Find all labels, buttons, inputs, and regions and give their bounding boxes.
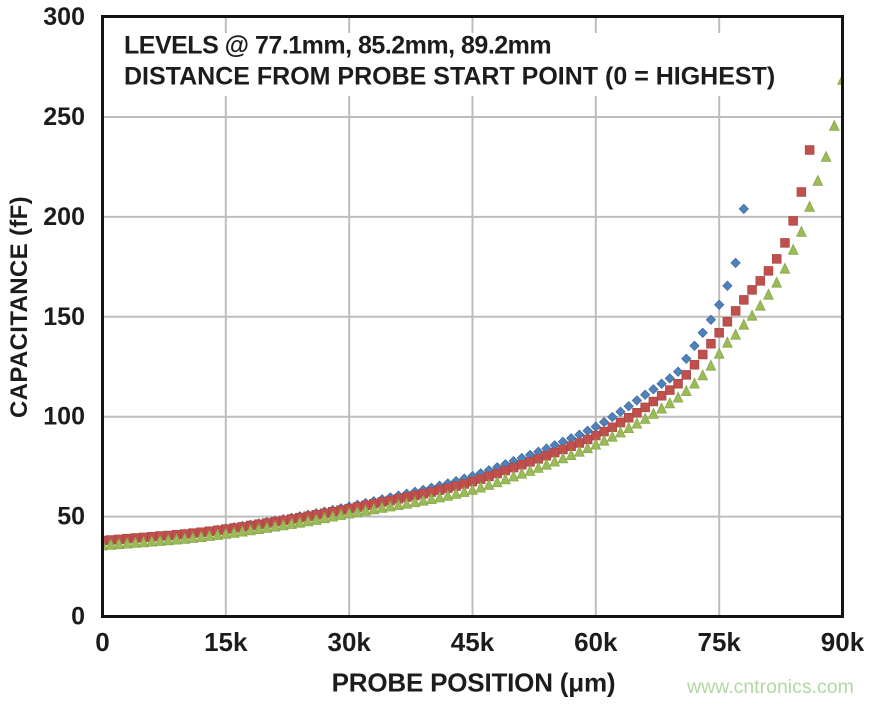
svg-text:45k: 45k xyxy=(451,627,495,657)
svg-text:75k: 75k xyxy=(698,627,742,657)
svg-text:www.cntronics.com: www.cntronics.com xyxy=(686,676,854,698)
svg-text:LEVELS @ 77.1mm, 85.2mm, 89.2m: LEVELS @ 77.1mm, 85.2mm, 89.2mm xyxy=(124,32,551,60)
svg-text:CAPACITANCE (fF): CAPACITANCE (fF) xyxy=(6,196,33,418)
svg-text:DISTANCE FROM PROBE START POIN: DISTANCE FROM PROBE START POINT (0 = HIG… xyxy=(124,63,775,91)
svg-text:300: 300 xyxy=(43,3,85,31)
svg-text:60k: 60k xyxy=(574,627,618,657)
svg-text:200: 200 xyxy=(43,203,85,231)
svg-text:30k: 30k xyxy=(328,627,372,657)
svg-text:50: 50 xyxy=(57,503,85,531)
svg-text:150: 150 xyxy=(43,303,85,331)
svg-text:0: 0 xyxy=(95,627,109,657)
svg-text:90k: 90k xyxy=(821,627,865,657)
svg-text:15k: 15k xyxy=(204,627,248,657)
svg-text:250: 250 xyxy=(43,103,85,131)
svg-text:0: 0 xyxy=(71,603,85,631)
svg-text:100: 100 xyxy=(43,403,85,431)
svg-text:PROBE POSITION (μm): PROBE POSITION (μm) xyxy=(332,667,616,697)
